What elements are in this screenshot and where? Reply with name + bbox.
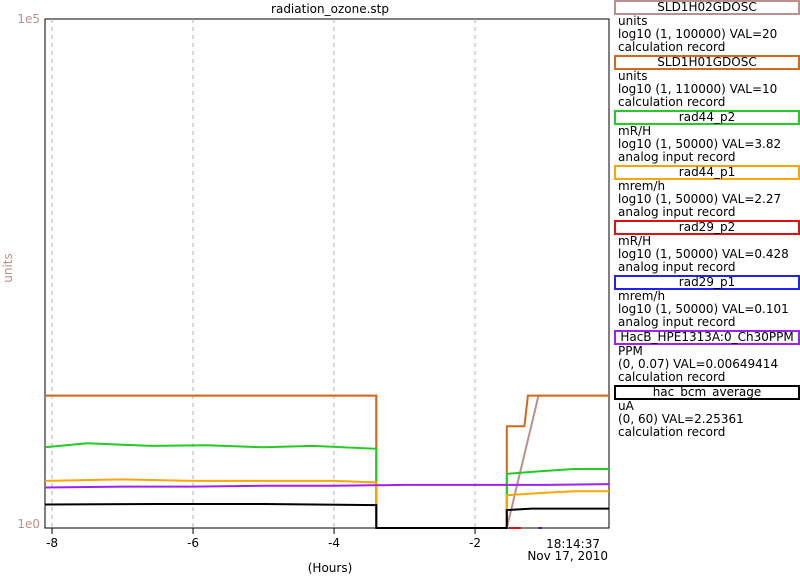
series-line-3	[44, 442, 609, 529]
legend-units: mR/H	[618, 124, 652, 138]
x-tick-label: -8	[46, 536, 58, 550]
legend-series-name[interactable]: SLD1H01GDOSC	[614, 55, 800, 70]
legend-entry: rad29_p1 mrem/h log10 (1, 50000) VAL=0.101…	[614, 275, 800, 329]
legend-entry: hac_bcm_average uA (0, 60) VAL=2.25361 calc…	[614, 385, 800, 439]
legend-range: log10 (1, 110000) VAL=10	[618, 82, 778, 96]
legend-units: mR/H	[618, 234, 652, 248]
y-tick-bottom-label: 1e0	[17, 517, 40, 531]
legend-entry: HacB_HPE1313A:0_Ch30PPM PPM (0, 0.07) VAL=…	[614, 330, 800, 384]
chart-plot: radiation_ozone.stp -8 -6 -4 -2 1e5 1e0 uni…	[1, 2, 610, 575]
legend-entry: SLD1H01GDOSC units log10 (1, 110000) VAL=1…	[614, 55, 800, 109]
legend-record-type: calculation record	[618, 95, 726, 109]
plot-frame	[44, 18, 610, 529]
legend-series-name[interactable]: hac_bcm_average	[614, 385, 800, 400]
legend-entry: rad44_p1 mrem/h log10 (1, 50000) VAL=2.27 a…	[614, 165, 800, 219]
legend-range: log10 (1, 50000) VAL=3.82	[618, 137, 782, 151]
legend-range: (0, 0.07) VAL=0.00649414	[618, 357, 779, 371]
legend-units: units	[618, 69, 648, 83]
y-tick-top-label: 1e5	[17, 12, 40, 26]
legend-units: mrem/h	[618, 289, 666, 303]
legend: SLD1H02GDOSC units log10 (1, 100000) VAL=2…	[614, 0, 800, 440]
legend-units: PPM	[618, 344, 643, 358]
legend-range: (0, 60) VAL=2.25361	[618, 412, 744, 426]
legend-record-type: calculation record	[618, 425, 726, 439]
legend-series-name[interactable]: rad44_p2	[614, 110, 800, 125]
legend-entry: rad44_p2 mR/H log10 (1, 50000) VAL=3.82 ana…	[614, 110, 800, 164]
legend-record-type: analog input record	[618, 150, 736, 164]
legend-record-type: analog input record	[618, 205, 736, 219]
end-time-label: 18:14:37	[546, 537, 600, 551]
legend-series-name[interactable]: SLD1H02GDOSC	[614, 0, 800, 15]
legend-range: log10 (1, 50000) VAL=0.101	[618, 302, 789, 316]
x-axis-ticks: -8 -6 -4 -2	[46, 528, 481, 550]
legend-units: mrem/h	[618, 179, 666, 193]
y-axis-label: units	[1, 253, 15, 283]
grid-lines	[51, 19, 476, 528]
legend-series-name[interactable]: rad44_p1	[614, 165, 800, 180]
series-layer	[44, 394, 610, 529]
chart-title: radiation_ozone.stp	[271, 2, 389, 16]
legend-series-name[interactable]: rad29_p1	[614, 275, 800, 290]
legend-range: log10 (1, 100000) VAL=20	[618, 27, 778, 41]
x-tick-label: -6	[187, 536, 199, 550]
legend-units: units	[618, 14, 648, 28]
x-axis-label: (Hours)	[308, 561, 353, 575]
legend-record-type: analog input record	[618, 315, 736, 329]
legend-range: log10 (1, 50000) VAL=0.428	[618, 247, 789, 261]
legend-units: uA	[618, 399, 634, 413]
end-date-label: Nov 17, 2010	[527, 549, 608, 563]
legend-series-name[interactable]: HacB_HPE1313A:0_Ch30PPM	[614, 330, 800, 345]
legend-record-type: analog input record	[618, 260, 736, 274]
x-tick-label: -2	[469, 536, 481, 550]
legend-series-name[interactable]: rad29_p2	[614, 220, 800, 235]
legend-record-type: calculation record	[618, 370, 726, 384]
legend-entry: rad29_p2 mR/H log10 (1, 50000) VAL=0.428 an…	[614, 220, 800, 274]
series-line-8	[44, 503, 609, 529]
legend-record-type: calculation record	[618, 40, 726, 54]
series-line-7	[44, 483, 610, 489]
legend-range: log10 (1, 50000) VAL=2.27	[618, 192, 782, 206]
legend-entry: SLD1H02GDOSC units log10 (1, 100000) VAL=2…	[614, 0, 800, 54]
x-tick-label: -4	[328, 536, 340, 550]
